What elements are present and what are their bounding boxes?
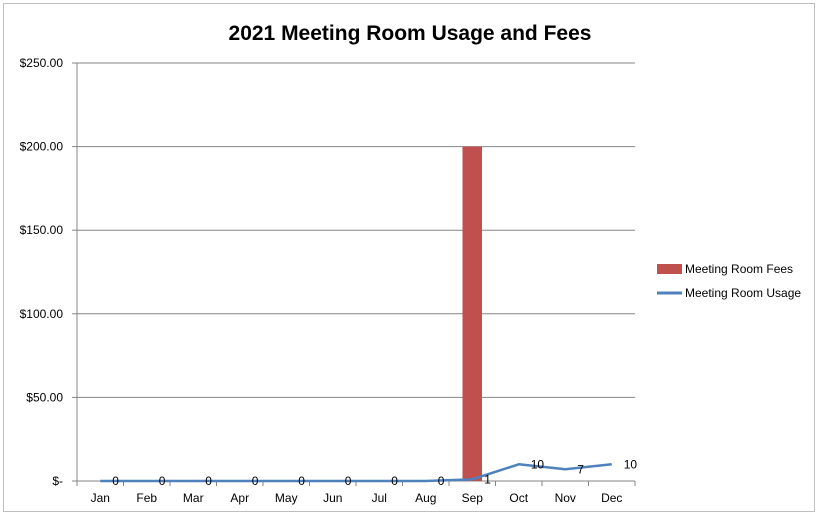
x-tick-label: Sep [462,491,484,505]
x-tick-label: Apr [230,491,249,505]
x-tick-label: Aug [415,491,436,505]
legend-label-usage: Meeting Room Usage [685,286,801,300]
y-tick-label: $150.00 [20,223,64,237]
chart-title: 2021 Meeting Room Usage and Fees [229,22,592,45]
usage-data-label: 0 [298,474,305,488]
x-tick-label: May [275,491,298,505]
usage-data-label: 0 [205,474,212,488]
bar-series [462,146,483,481]
bar [462,146,483,481]
usage-data-label: 0 [112,474,119,488]
y-tick-label: $250.00 [20,56,64,70]
usage-data-label: 10 [531,457,545,471]
x-tick-label: Dec [601,491,622,505]
usage-data-label: 0 [252,474,259,488]
gridlines [77,62,635,398]
x-tick-label: Oct [509,491,528,505]
usage-data-label: 7 [577,462,584,476]
usage-data-label: 0 [391,474,398,488]
data-labels: 0 0 0 0 0 0 0 0 1 10 7 10 [112,457,637,488]
usage-data-label: 1 [484,472,491,486]
x-tick-label: Jun [323,491,342,505]
chart-frame [3,3,815,512]
line-series [100,463,612,483]
usage-data-label: 0 [345,474,352,488]
y-tick-label: $50.00 [26,390,63,404]
legend: Meeting Room Fees Meeting Room Usage [657,262,801,300]
x-tick-label: Feb [136,491,157,505]
usage-data-label: 0 [159,474,166,488]
x-tick-label: Mar [183,491,204,505]
usage-data-label: 0 [438,474,445,488]
legend-label-fees: Meeting Room Fees [685,262,793,276]
x-tick-label: Jan [91,491,110,505]
y-tick-label: $100.00 [20,307,64,321]
y-tick-label: $- [52,474,63,488]
y-tick-label: $200.00 [20,140,64,154]
x-tick-label: Nov [555,491,576,505]
x-tick-label: Jul [372,491,387,505]
usage-line [100,463,612,483]
axes: $- $50.00 $100.00 $150.00 $200.00 $250.00 Jan F… [20,56,636,505]
legend-swatch-fees [657,264,682,274]
usage-data-label: 10 [624,457,638,471]
